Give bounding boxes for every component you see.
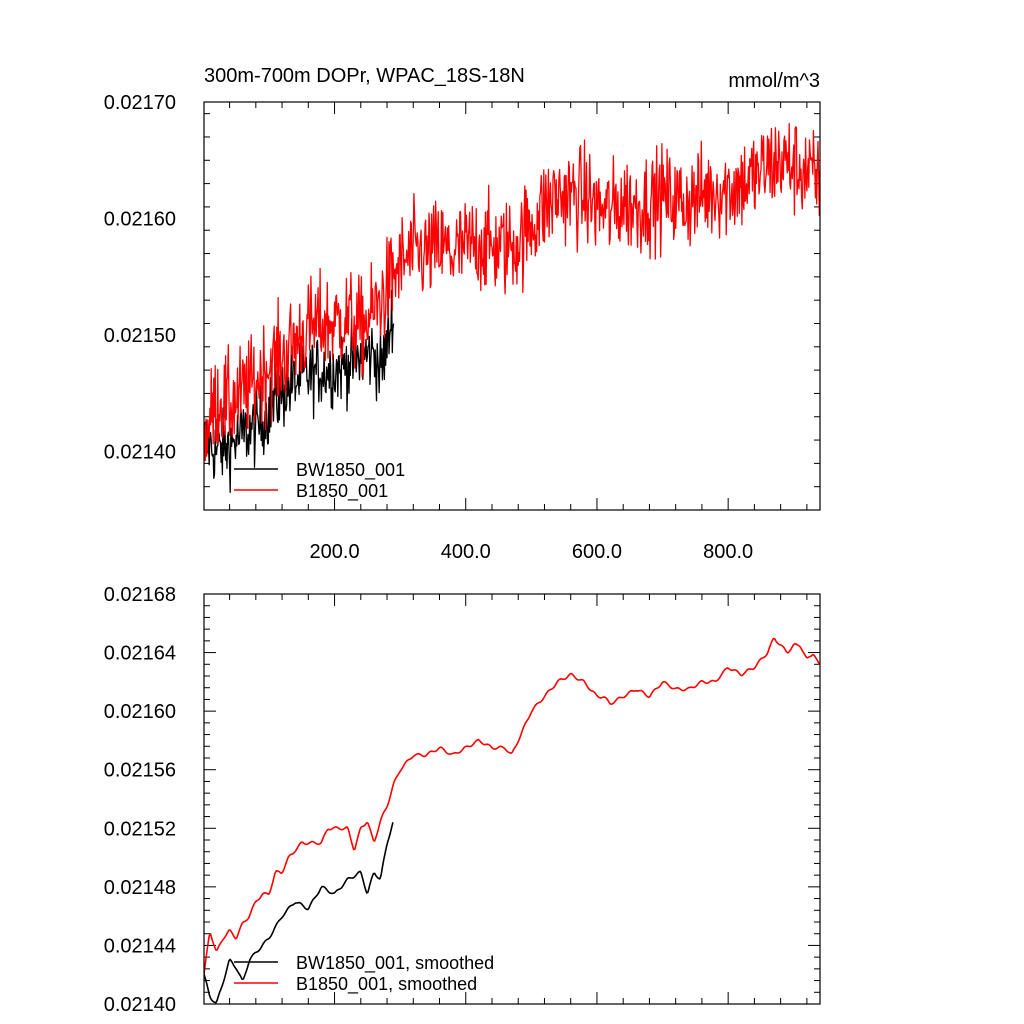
legend-label: BW1850_001, smoothed bbox=[296, 953, 494, 974]
legend-label: B1850_001, smoothed bbox=[296, 974, 477, 995]
y-tick-label: 0.02160 bbox=[104, 701, 176, 723]
series-line-b1850-001 bbox=[204, 122, 820, 462]
top-series bbox=[204, 122, 820, 493]
legend-label: BW1850_001 bbox=[296, 460, 405, 481]
y-tick-label: 0.02164 bbox=[104, 643, 176, 665]
top-panel: 300m-700m DOPr, WPAC_18S-18N mmol/m^3 0.… bbox=[104, 65, 821, 563]
series-line-b1850-001-smoothed bbox=[204, 637, 820, 975]
y-tick-label: 0.02170 bbox=[104, 92, 176, 114]
y-tick-label: 0.02152 bbox=[104, 818, 176, 840]
y-tick-label: 0.02156 bbox=[104, 760, 176, 782]
y-tick-label: 0.02168 bbox=[104, 584, 176, 606]
x-tick-label: 200.0 bbox=[310, 541, 360, 563]
y-tick-label: 0.02150 bbox=[104, 325, 176, 347]
bottom-plot-frame bbox=[203, 593, 821, 1005]
bottom-series bbox=[204, 637, 820, 1004]
y-tick-label: 0.02144 bbox=[104, 935, 176, 957]
y-tick-label: 0.02160 bbox=[104, 209, 176, 231]
bottom-axis-ticks: 0.02140 0.02144 0.02148 0.02152 0.02156 0.021… bbox=[104, 584, 820, 1016]
y-tick-label: 0.02148 bbox=[104, 877, 176, 899]
bottom-panel: 0.02140 0.02144 0.02148 0.02152 0.02156 0.021… bbox=[104, 584, 821, 1016]
x-tick-label: 600.0 bbox=[572, 541, 622, 563]
legend-label: B1850_001 bbox=[296, 481, 388, 502]
x-tick-label: 400.0 bbox=[441, 541, 491, 563]
chart-title: 300m-700m DOPr, WPAC_18S-18N bbox=[204, 65, 525, 87]
units-label: mmol/m^3 bbox=[728, 70, 820, 92]
top-axis-ticks: 0.02140 0.02150 0.02160 0.02170 200.0 400.0 60… bbox=[104, 92, 820, 563]
top-plot-frame bbox=[203, 101, 821, 511]
y-tick-label: 0.02140 bbox=[104, 994, 176, 1016]
x-tick-label: 800.0 bbox=[703, 541, 753, 563]
series-line-bw1850-001-smoothed bbox=[204, 822, 394, 1004]
y-tick-label: 0.02140 bbox=[104, 442, 176, 464]
